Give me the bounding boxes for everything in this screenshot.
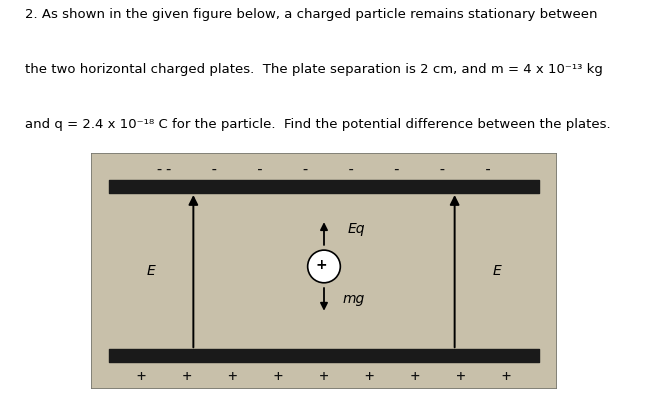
Text: Eq: Eq (347, 222, 365, 236)
FancyBboxPatch shape (91, 153, 557, 389)
Text: mg: mg (343, 292, 365, 307)
Text: --    -    -    -    -    -    -    -: -- - - - - - - - (155, 162, 493, 177)
Text: the two horizontal charged plates.  The plate separation is 2 cm, and m = 4 x 10: the two horizontal charged plates. The p… (25, 63, 603, 76)
Text: E: E (147, 264, 156, 278)
Text: 2. As shown in the given figure below, a charged particle remains stationary bet: 2. As shown in the given figure below, a… (25, 8, 598, 21)
Ellipse shape (308, 250, 340, 283)
Text: +: + (316, 258, 327, 272)
Text: +    +    +    +    +    +    +    +    +: + + + + + + + + + (137, 369, 511, 384)
Text: and q = 2.4 x 10⁻¹⁸ C for the particle.  Find the potential difference between t: and q = 2.4 x 10⁻¹⁸ C for the particle. … (25, 118, 611, 131)
Text: E: E (492, 264, 501, 278)
